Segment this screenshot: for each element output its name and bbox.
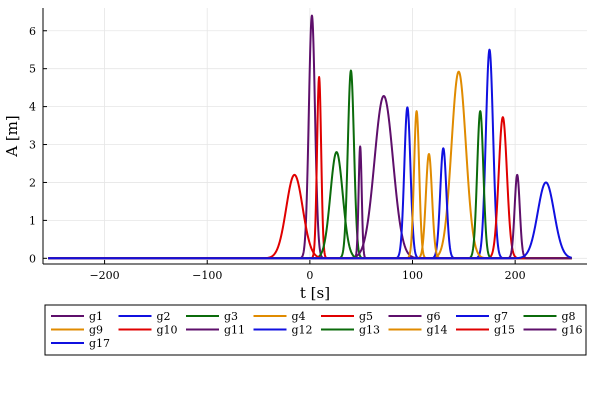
legend-label-g8: g8	[562, 310, 576, 323]
y-tick-label: 1	[29, 214, 36, 227]
y-tick-label: 3	[29, 139, 36, 152]
y-tick-label: 0	[29, 252, 36, 265]
legend-label-g13: g13	[359, 324, 380, 337]
legend-label-g7: g7	[494, 310, 508, 323]
legend-label-g2: g2	[157, 310, 171, 323]
legend-label-g12: g12	[292, 324, 313, 337]
y-tick-label: 5	[29, 63, 36, 76]
legend-label-g9: g9	[89, 324, 103, 337]
legend-label-g4: g4	[292, 310, 306, 323]
legend-label-g1: g1	[89, 310, 103, 323]
legend-label-g3: g3	[224, 310, 238, 323]
y-tick-label: 6	[29, 25, 36, 38]
tick-labels: −200 −100 0 100 200 0 1 2 3 4 5 6	[29, 25, 526, 282]
legend-label-g6: g6	[427, 310, 441, 323]
y-axis-label: A [m]	[3, 115, 21, 158]
legend-label-g16: g16	[562, 324, 583, 337]
axes	[42, 8, 587, 265]
x-tick-label: 0	[306, 269, 313, 282]
x-tick-label: 100	[402, 269, 423, 282]
y-tick-label: 4	[29, 101, 36, 114]
legend-label-g10: g10	[157, 324, 178, 337]
x-tick-label: 200	[505, 269, 526, 282]
series-lines	[47, 14, 573, 260]
legend-label-g14: g14	[427, 324, 448, 337]
legend-label-g11: g11	[224, 324, 245, 337]
legend-label-g15: g15	[494, 324, 515, 337]
legend: g1 g2 g3 g4 g5 g6 g7 g8 g9 g10 g11 g12 g13 g14 g15 g16 g…	[44, 304, 587, 356]
series-line-g17	[47, 181, 573, 260]
legend-items: g1 g2 g3 g4 g5 g6 g7 g8 g9 g10 g11 g12 g13 g14 g15 g16 g…	[51, 310, 583, 350]
x-axis-label: t [s]	[300, 284, 330, 302]
y-tick-label: 2	[29, 176, 36, 189]
x-tick-label: −100	[192, 269, 222, 282]
legend-label-g5: g5	[359, 310, 373, 323]
legend-label-g17: g17	[89, 337, 110, 350]
x-tick-label: −200	[89, 269, 119, 282]
